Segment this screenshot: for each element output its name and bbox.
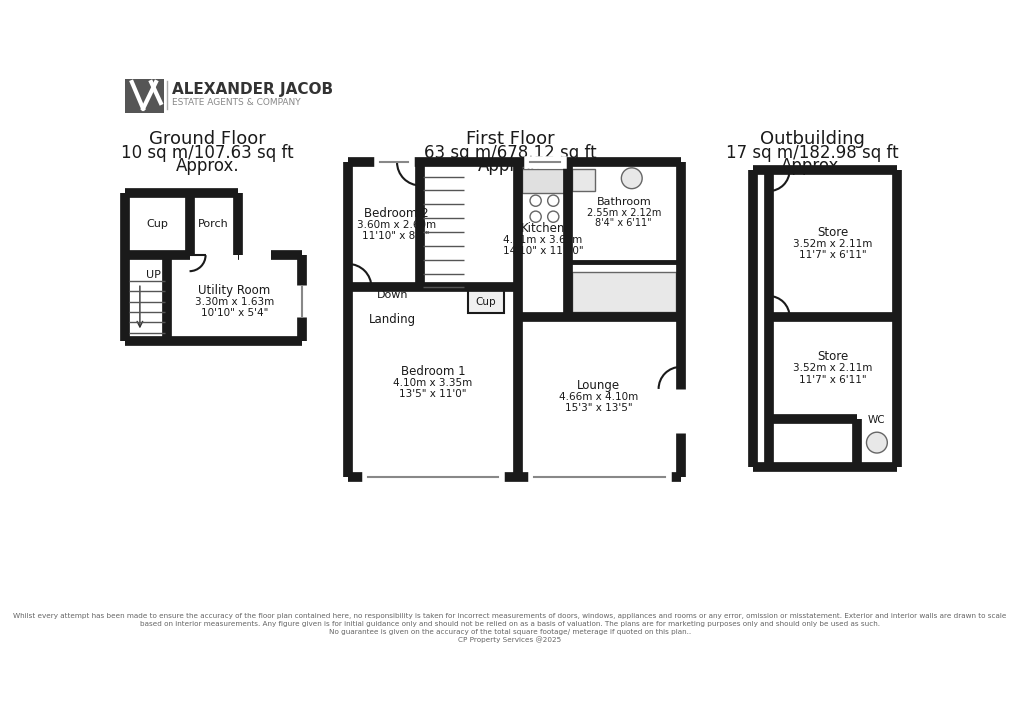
Text: First Floor: First Floor: [466, 130, 553, 148]
Text: Down: Down: [376, 291, 408, 301]
Text: 11'7" x 6'11": 11'7" x 6'11": [798, 374, 866, 384]
Text: 63 sq m/678.12 sq ft: 63 sq m/678.12 sq ft: [423, 144, 596, 162]
Text: No guarantee is given on the accuracy of the total square footage/ meterage if q: No guarantee is given on the accuracy of…: [328, 629, 691, 634]
Text: Kitchen: Kitchen: [520, 222, 565, 235]
Text: Bathroom: Bathroom: [596, 197, 650, 207]
Text: 11'10" x 8'6": 11'10" x 8'6": [362, 231, 430, 241]
Text: ALEXANDER JACOB: ALEXANDER JACOB: [172, 81, 333, 97]
Bar: [572, 169, 594, 191]
Text: UP: UP: [146, 270, 161, 280]
Text: 10 sq m/107.63 sq ft: 10 sq m/107.63 sq ft: [121, 144, 293, 162]
Text: Store: Store: [816, 350, 848, 363]
Text: 4.10m x 3.35m: 4.10m x 3.35m: [393, 378, 472, 388]
Text: Outbuilding: Outbuilding: [759, 130, 864, 148]
Text: 3.30m x 1.63m: 3.30m x 1.63m: [195, 296, 274, 306]
Text: 3.52m x 2.11m: 3.52m x 2.11m: [793, 239, 871, 249]
Text: Approx.: Approx.: [175, 157, 239, 175]
Text: Porch: Porch: [198, 219, 228, 229]
Text: Store: Store: [816, 226, 848, 239]
Text: 4.51m x 3.60m: 4.51m x 3.60m: [502, 235, 582, 245]
Text: Cup: Cup: [475, 296, 496, 306]
Text: 11'7" x 6'11": 11'7" x 6'11": [798, 250, 866, 260]
Circle shape: [621, 168, 642, 189]
Text: Lounge: Lounge: [577, 379, 620, 392]
Text: CP Property Services @2025: CP Property Services @2025: [458, 637, 561, 643]
Text: 4.66m x 4.10m: 4.66m x 4.10m: [558, 392, 638, 402]
Text: Landing: Landing: [368, 313, 416, 326]
Text: Cup: Cup: [147, 219, 168, 229]
Text: based on interior measurements. Any figure given is for initial guidance only an: based on interior measurements. Any figu…: [140, 621, 879, 627]
Text: 3.52m x 2.11m: 3.52m x 2.11m: [793, 363, 871, 373]
Text: Approx.: Approx.: [780, 157, 844, 175]
Text: 10'10" x 5'4": 10'10" x 5'4": [201, 308, 268, 318]
Bar: [522, 169, 564, 193]
Bar: [125, 79, 164, 112]
Text: Whilst every attempt has been made to ensure the accuracy of the floor plan cont: Whilst every attempt has been made to en…: [13, 613, 1006, 619]
Text: WC: WC: [867, 415, 884, 425]
Text: 14'10" x 11'10": 14'10" x 11'10": [502, 247, 583, 257]
Text: Bedroom 1: Bedroom 1: [400, 365, 465, 378]
Text: 17 sq m/182.98 sq ft: 17 sq m/182.98 sq ft: [726, 144, 898, 162]
Text: 2.55m x 2.12m: 2.55m x 2.12m: [586, 208, 660, 218]
Text: 13'5" x 11'0": 13'5" x 11'0": [399, 389, 467, 399]
Bar: [468, 291, 504, 313]
Text: ESTATE AGENTS & COMPANY: ESTATE AGENTS & COMPANY: [172, 97, 301, 107]
Text: Utility Room: Utility Room: [198, 284, 270, 297]
Text: Bedroom 2: Bedroom 2: [364, 207, 428, 220]
Text: 8'4" x 6'11": 8'4" x 6'11": [595, 218, 651, 229]
Bar: [572, 272, 676, 312]
Text: 3.60m x 2.60m: 3.60m x 2.60m: [357, 220, 435, 230]
Circle shape: [866, 432, 887, 453]
Text: Approx.: Approx.: [478, 157, 541, 175]
Text: Ground Floor: Ground Floor: [149, 130, 266, 148]
Text: 15'3" x 13'5": 15'3" x 13'5": [565, 403, 632, 413]
